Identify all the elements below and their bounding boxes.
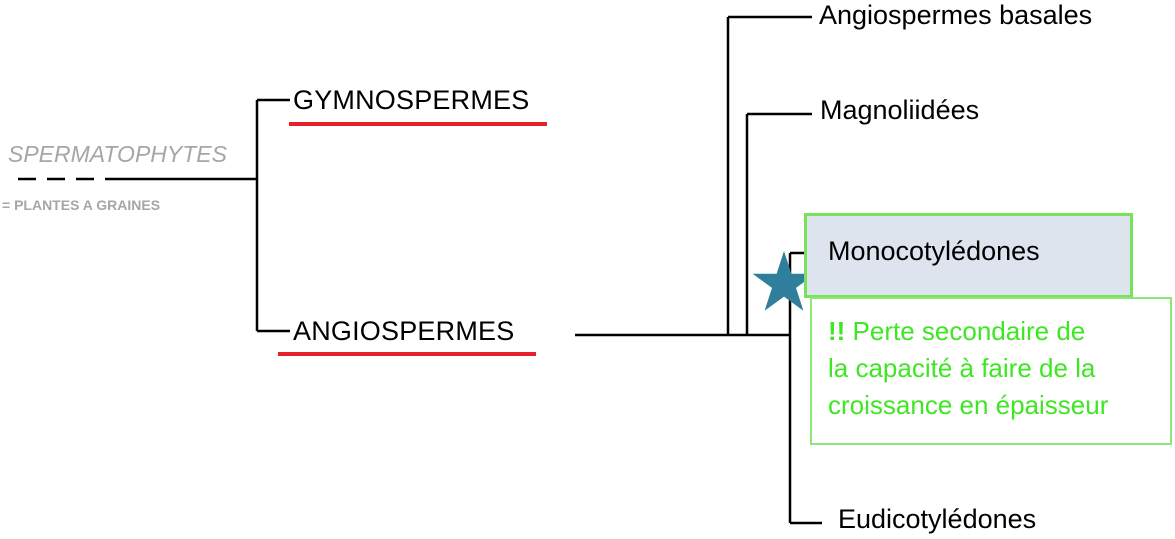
angiospermes-underline (278, 352, 536, 356)
note-line-2: la capacité à faire de la (828, 353, 1096, 383)
note-exclamation: !! (828, 316, 846, 346)
angiospermes-label: ANGIOSPERMES (293, 316, 515, 346)
clade-monocots: Monocotylédones (828, 236, 1040, 266)
note-line-3: croissance en épaisseur (828, 390, 1109, 420)
note-line-1: !! Perte secondaire de (828, 313, 1170, 350)
monocots-highlight-box (804, 213, 1133, 298)
star-icon (752, 251, 816, 311)
clade-basal-angiosperms: Angiospermes basales (819, 0, 1093, 30)
secondary-loss-note: !! Perte secondaire de la capacité à fai… (810, 297, 1172, 445)
clade-magnoliids: Magnoliidées (820, 95, 980, 125)
gymnospermes-underline (289, 122, 547, 126)
clade-eudicots: Eudicotylédones (838, 504, 1037, 534)
spermatophytes-label: SPERMATOPHYTES (8, 141, 227, 167)
note-line-1-text: Perte secondaire de (845, 316, 1086, 346)
spermatophytes-subtitle: = PLANTES A GRAINES (2, 197, 161, 213)
gymnospermes-label: GYMNOSPERMES (293, 85, 530, 115)
